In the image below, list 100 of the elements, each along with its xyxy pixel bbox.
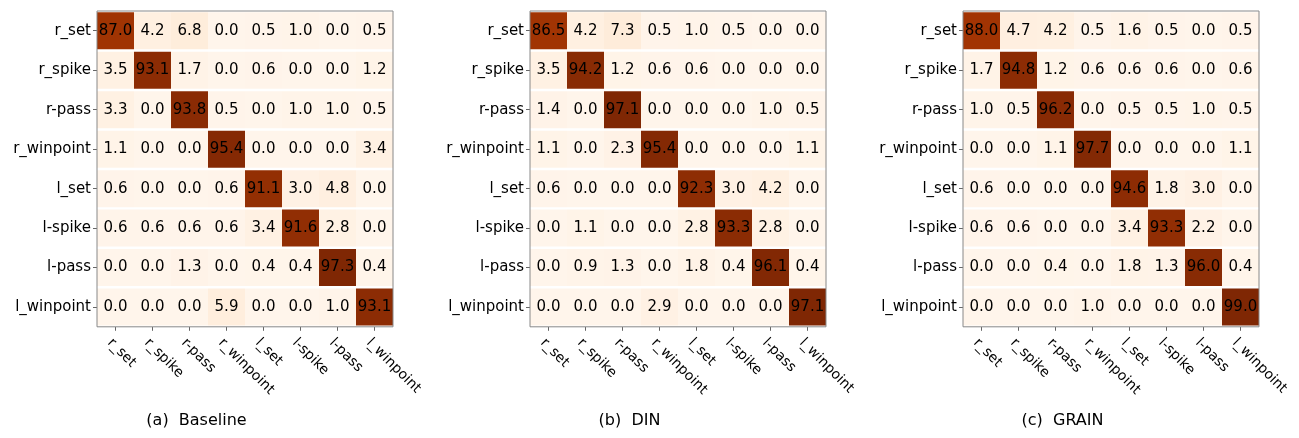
data-label: 0.0 xyxy=(177,296,202,315)
data-label: 0.0 xyxy=(140,296,165,315)
data-label: 0.0 xyxy=(969,139,994,158)
data-label: 7.3 xyxy=(610,20,635,39)
data-label: 1.4 xyxy=(536,99,561,118)
data-label: 4.2 xyxy=(140,20,165,39)
y-tick-label: r_set xyxy=(487,20,525,40)
data-label: 0.0 xyxy=(647,218,672,236)
data-label: 1.1 xyxy=(795,139,820,158)
data-label: 1.3 xyxy=(610,257,635,276)
data-label: 0.5 xyxy=(1154,20,1179,39)
data-label: 0.0 xyxy=(288,60,313,79)
data-label: 0.6 xyxy=(684,60,709,79)
data-label: 0.0 xyxy=(251,296,276,315)
text: (b) DIN xyxy=(598,409,661,429)
data-label: 0.0 xyxy=(647,178,672,197)
data-label: 0.0 xyxy=(177,139,202,158)
data-label: 3.0 xyxy=(1191,178,1216,197)
data-label: 1.7 xyxy=(969,60,994,79)
data-label: 2.8 xyxy=(758,218,783,236)
data-label: 0.0 xyxy=(795,178,820,197)
data-label: 0.6 xyxy=(140,218,165,236)
data-label: 0.5 xyxy=(1228,20,1253,39)
data-label: 0.0 xyxy=(1080,257,1105,276)
data-label: 0.5 xyxy=(1117,99,1142,118)
data-label: 0.6 xyxy=(251,60,276,79)
data-label: 1.2 xyxy=(362,60,387,79)
data-label: 1.1 xyxy=(1228,139,1253,158)
y-tick-label: l-spike xyxy=(42,218,91,236)
data-label: 0.0 xyxy=(214,60,239,79)
data-label: 0.0 xyxy=(758,139,783,158)
data-label: 0.0 xyxy=(177,178,202,197)
data-label: 1.2 xyxy=(1043,60,1068,79)
data-label: 97.3 xyxy=(320,257,355,276)
data-label: 0.0 xyxy=(573,99,598,118)
data-label: 2.8 xyxy=(684,218,709,236)
data-label: 93.8 xyxy=(172,99,207,118)
data-label: 0.0 xyxy=(140,257,165,276)
data-label: 0.0 xyxy=(1117,139,1142,158)
data-label: 0.0 xyxy=(684,139,709,158)
data-label: 4.2 xyxy=(758,178,783,197)
data-label: 97.7 xyxy=(1075,139,1110,158)
data-label: 0.0 xyxy=(288,139,313,158)
data-label: 0.0 xyxy=(1154,139,1179,158)
data-label: 2.3 xyxy=(610,139,635,158)
data-label: 0.5 xyxy=(362,20,387,39)
data-label: 1.3 xyxy=(1154,257,1179,276)
data-label: 1.0 xyxy=(1080,296,1105,315)
data-label: 0.6 xyxy=(1154,60,1179,79)
y-tick-label: l_set xyxy=(922,178,958,198)
data-label: 0.0 xyxy=(1228,218,1253,236)
data-label: 0.0 xyxy=(214,20,239,39)
y-tick-label: l-pass xyxy=(480,257,525,276)
data-label: 0.5 xyxy=(251,20,276,39)
data-label: 0.0 xyxy=(721,139,746,158)
y-tick-label: r_spike xyxy=(471,60,524,80)
data-label: 97.1 xyxy=(605,99,640,118)
data-label: 0.0 xyxy=(1043,218,1068,236)
data-label: 0.6 xyxy=(103,218,128,236)
data-label: 0.6 xyxy=(103,178,128,197)
y-tick-label: l_set xyxy=(56,178,92,198)
data-label: 0.0 xyxy=(1006,257,1031,276)
data-label: 0.0 xyxy=(140,178,165,197)
y-tick-label: r_set xyxy=(920,20,958,40)
data-label: 1.0 xyxy=(325,296,350,315)
data-label: 1.1 xyxy=(536,139,561,158)
data-label: 0.0 xyxy=(684,296,709,315)
y-tick-label: l-spike xyxy=(475,218,524,236)
data-label: 0.0 xyxy=(1006,296,1031,315)
data-label: 1.8 xyxy=(1154,178,1179,197)
data-label: 0.6 xyxy=(1117,60,1142,79)
data-label: 0.5 xyxy=(1080,20,1105,39)
data-label: 0.0 xyxy=(325,60,350,79)
data-label: 0.0 xyxy=(536,218,561,236)
data-label: 0.5 xyxy=(1228,99,1253,118)
data-label: 87.0 xyxy=(98,20,133,39)
data-label: 0.5 xyxy=(362,99,387,118)
data-label: 86.5 xyxy=(531,20,566,39)
data-label: 0.0 xyxy=(103,296,128,315)
data-label: 0.4 xyxy=(288,257,313,276)
data-label: 0.6 xyxy=(177,218,202,236)
data-label: 0.6 xyxy=(969,178,994,197)
data-label: 0.4 xyxy=(1043,257,1068,276)
data-label: 0.0 xyxy=(721,296,746,315)
data-label: 3.4 xyxy=(1117,218,1142,236)
data-label: 0.0 xyxy=(647,257,672,276)
data-label: 0.6 xyxy=(1228,60,1253,79)
y-tick-label: l-spike xyxy=(908,218,957,236)
data-label: 0.0 xyxy=(721,60,746,79)
data-label: 2.9 xyxy=(647,296,672,315)
data-label: 1.0 xyxy=(758,99,783,118)
data-label: 0.6 xyxy=(647,60,672,79)
data-label: 0.0 xyxy=(1006,178,1031,197)
data-label: 0.9 xyxy=(573,257,598,276)
data-label: 0.0 xyxy=(1080,178,1105,197)
data-label: 95.4 xyxy=(642,139,677,158)
data-label: 0.0 xyxy=(362,178,387,197)
data-label: 88.0 xyxy=(964,20,999,39)
data-label: 0.5 xyxy=(795,99,820,118)
y-tick-label: l_winpoint xyxy=(15,296,92,316)
